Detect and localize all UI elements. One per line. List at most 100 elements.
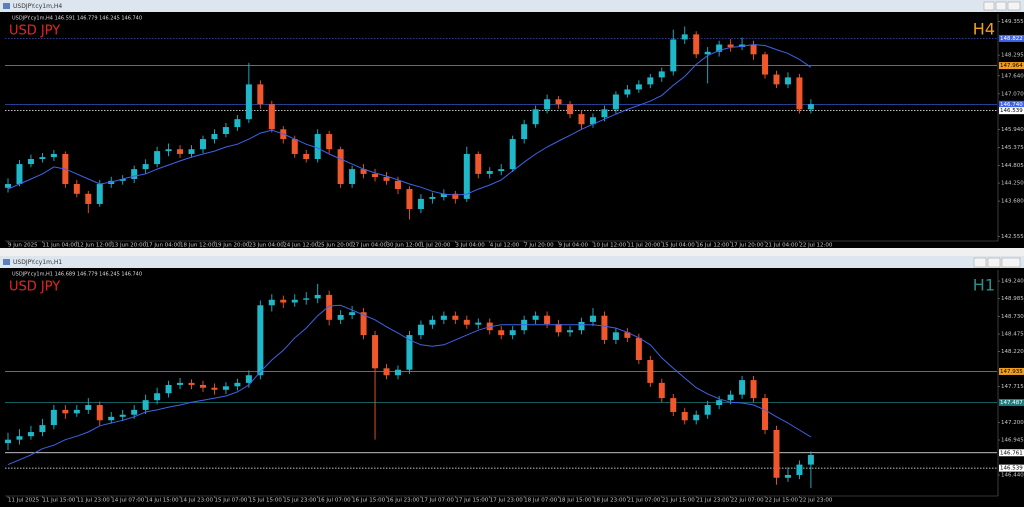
candle-body	[394, 180, 401, 190]
x-tick-label: 14 Jul 07:00	[111, 498, 144, 504]
candle-body	[567, 330, 574, 333]
candle-body	[27, 159, 34, 165]
candle-body	[39, 157, 46, 160]
candle-body	[429, 196, 436, 199]
candle-body	[796, 77, 803, 110]
x-tick-label: 11 Jul 15:00	[42, 498, 75, 504]
candle-body	[693, 414, 700, 421]
price-level-tag	[999, 100, 1024, 108]
x-tick-label: 4 Jul 12:00	[490, 243, 520, 249]
candle-body	[314, 134, 321, 160]
x-tick-label: 14 Jul 15:00	[146, 498, 179, 504]
candle-body	[119, 414, 126, 417]
candle-body	[314, 294, 321, 299]
price-level-label: 146.539	[1000, 466, 1023, 472]
candle-body	[349, 169, 356, 185]
chart-area	[0, 12, 1024, 248]
candle-body	[601, 315, 608, 340]
x-tick-label: 11 Jul 2025	[8, 498, 40, 504]
timeframe: H1	[973, 276, 995, 295]
candle-body	[188, 149, 195, 154]
y-tick-label: 148.730	[1001, 314, 1024, 320]
close-button[interactable]	[1001, 257, 1021, 268]
window-title: USDJPY.cy1m,H4	[13, 3, 62, 10]
y-tick-label: 148.295	[1001, 53, 1024, 59]
chart-info: USDJPY.cy1m,H1 146.689 146.779 146.245 1…	[12, 272, 142, 278]
candle-body	[704, 51, 711, 55]
candle-body	[199, 384, 206, 388]
candle-body	[5, 439, 11, 444]
x-tick-label: 22 Jul 12:00	[799, 243, 832, 249]
timeframe: H4	[973, 20, 995, 39]
candle-body	[498, 169, 505, 172]
y-tick-label: 146.440	[1001, 472, 1024, 478]
candle-body	[360, 312, 367, 336]
y-tick-label: 144.805	[1001, 163, 1024, 169]
candle-body	[796, 464, 803, 475]
candle-body	[188, 382, 195, 385]
candle-body	[406, 189, 413, 210]
y-tick-label: 149.240	[1001, 279, 1024, 285]
maximize-button[interactable]	[987, 257, 1001, 268]
y-tick-label: 147.070	[1001, 91, 1024, 97]
candle-body	[257, 84, 264, 105]
x-tick-label: 17 Jul 15:00	[455, 498, 488, 504]
candle-body	[544, 315, 551, 324]
candle-body	[739, 380, 746, 395]
candle-body	[463, 153, 470, 199]
candle-body	[417, 198, 424, 210]
candle-body	[372, 335, 379, 369]
candle-body	[211, 134, 218, 140]
price-level-tag	[999, 367, 1024, 375]
x-tick-label: 1 Jul 20:00	[421, 243, 451, 249]
candle-body	[762, 54, 769, 75]
x-tick-label: 3 Jul 04:00	[455, 243, 485, 249]
candle-body	[39, 425, 46, 433]
candle-body	[177, 382, 184, 385]
x-tick-label: 13 Jun 20:00	[111, 243, 146, 249]
candle-body	[234, 119, 241, 128]
candle-body	[291, 139, 298, 154]
y-tick-label: 147.640	[1001, 73, 1024, 79]
x-tick-label: 15 Jul 07:00	[214, 498, 247, 504]
candle-body	[222, 386, 229, 390]
candle-body	[555, 323, 562, 333]
candle-body	[658, 382, 665, 399]
moving-average	[7, 43, 812, 196]
candle-body	[234, 382, 241, 387]
price-level-label: 146.740	[1000, 102, 1023, 108]
minimize-button[interactable]	[973, 257, 987, 268]
price-level-tag	[999, 464, 1024, 472]
candle-body	[624, 332, 631, 338]
candle-body	[612, 332, 619, 340]
candle-body	[245, 375, 252, 383]
candle-body	[142, 400, 149, 410]
candle-body	[85, 405, 92, 410]
candle-body	[773, 74, 780, 85]
window-icon	[3, 259, 10, 265]
close-button[interactable]	[1007, 1, 1021, 11]
candle-body	[349, 312, 356, 315]
chart-area	[0, 268, 1024, 507]
candle-body	[337, 314, 344, 320]
maximize-button[interactable]	[995, 1, 1007, 11]
minimize-button[interactable]	[983, 1, 995, 11]
candle-body	[750, 44, 757, 55]
candle-body	[658, 71, 665, 78]
candle-body	[601, 109, 608, 118]
x-tick-label: 18 Jul 23:00	[593, 498, 626, 504]
price-level-label: 148.822	[1000, 36, 1023, 42]
x-tick-label: 15 Jul 23:00	[283, 498, 316, 504]
candle-body	[647, 77, 654, 85]
chart-symbol: USD JPY	[9, 24, 60, 39]
x-tick-label: 15 Jul 04:00	[662, 243, 695, 249]
candle-body	[16, 436, 23, 440]
candle-body	[50, 153, 57, 158]
x-tick-label: 16 Jul 23:00	[387, 498, 420, 504]
x-tick-label: 12 Jun 12:00	[77, 243, 112, 249]
candle-body	[727, 44, 734, 48]
x-tick-label: 17 Jul 07:00	[421, 498, 454, 504]
candle-body	[291, 299, 298, 303]
candle-body	[578, 114, 585, 125]
candle-body	[406, 335, 413, 370]
